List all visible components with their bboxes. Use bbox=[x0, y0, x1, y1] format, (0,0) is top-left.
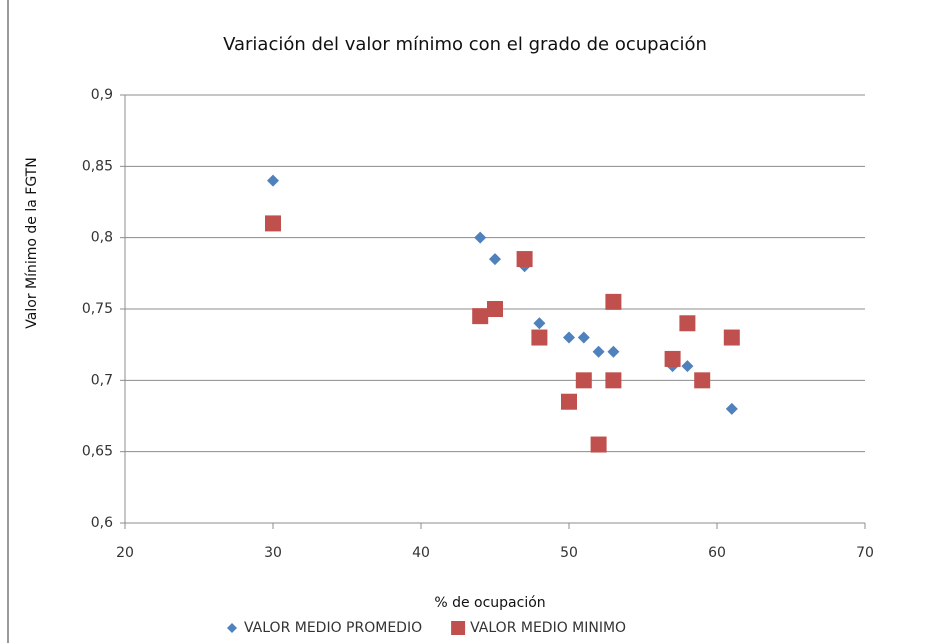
point bbox=[575, 372, 592, 389]
x-axis-title: % de ocupación bbox=[434, 595, 545, 611]
legend-label: VALOR MEDIO MINIMO bbox=[470, 620, 626, 636]
y-tick-label: 0,85 bbox=[82, 158, 113, 174]
point bbox=[664, 350, 681, 367]
x-tick-label: 50 bbox=[560, 545, 578, 561]
y-axis-title: Valor Mínimo de la FGTN bbox=[24, 157, 40, 328]
point bbox=[516, 251, 533, 268]
point bbox=[474, 231, 487, 244]
point bbox=[563, 331, 575, 344]
point bbox=[489, 253, 501, 266]
point bbox=[265, 215, 281, 232]
y-tick-label: 0,9 bbox=[91, 87, 113, 103]
y-tick-label: 0,65 bbox=[82, 444, 113, 460]
point bbox=[472, 308, 489, 325]
legend-label: VALOR MEDIO PROMEDIO bbox=[244, 620, 422, 636]
x-tick-label: 70 bbox=[856, 545, 874, 561]
chart-title: Variación del valor mínimo con el grado … bbox=[223, 34, 707, 55]
point bbox=[605, 293, 622, 310]
x-tick-label: 40 bbox=[412, 545, 430, 561]
x-tick-label: 30 bbox=[264, 545, 282, 561]
point bbox=[533, 317, 546, 330]
point bbox=[531, 329, 548, 346]
point bbox=[267, 174, 279, 187]
point bbox=[592, 345, 605, 358]
point bbox=[605, 372, 622, 389]
y-tick-label: 0,75 bbox=[82, 301, 113, 317]
legend-marker bbox=[451, 621, 466, 635]
point bbox=[681, 360, 694, 373]
point bbox=[577, 331, 590, 344]
point bbox=[561, 393, 577, 410]
point bbox=[679, 315, 696, 332]
point bbox=[694, 372, 711, 389]
point bbox=[487, 301, 503, 317]
point bbox=[590, 436, 607, 453]
x-tick-label: 60 bbox=[708, 545, 726, 561]
point bbox=[723, 329, 740, 346]
x-tick-label: 20 bbox=[116, 545, 134, 561]
y-tick-label: 0,8 bbox=[91, 230, 113, 246]
y-tick-label: 0,7 bbox=[91, 372, 113, 388]
point bbox=[725, 402, 738, 415]
legend-marker bbox=[227, 623, 237, 633]
point bbox=[607, 345, 620, 358]
y-tick-label: 0,6 bbox=[91, 515, 113, 531]
